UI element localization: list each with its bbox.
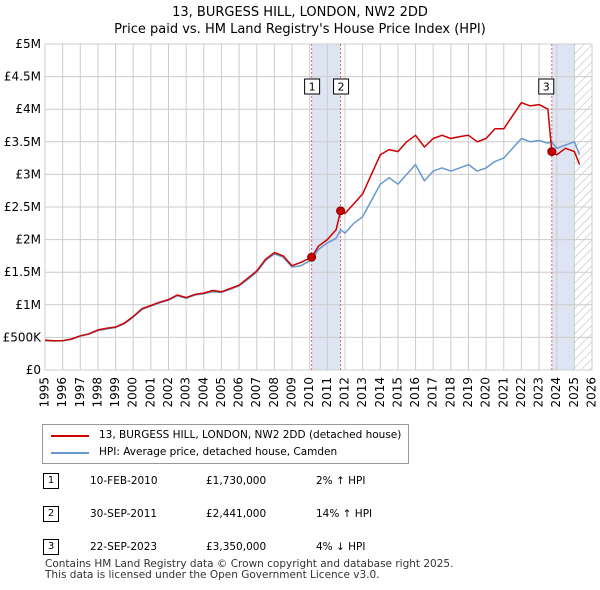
y-tick-label: £4.5M (4, 70, 41, 84)
sale-date: 30-SEP-2011 (90, 508, 158, 520)
chart-title: 13, BURGESS HILL, LONDON, NW2 2DD Price … (0, 4, 600, 38)
x-tick-label: 2013 (355, 377, 369, 408)
x-tick-label: 2000 (126, 377, 140, 408)
x-tick-label: 2002 (161, 377, 175, 408)
sale-point (336, 206, 346, 216)
sale-label-box (304, 78, 321, 95)
x-tick-label: 1998 (90, 377, 104, 408)
x-tick-label: 2017 (426, 377, 440, 408)
x-tick-label: 2024 (549, 377, 563, 408)
sale-number-badge: 2 (43, 506, 59, 522)
sale-hpi-diff: 4% ↓ HPI (316, 541, 366, 553)
x-tick-label: 2014 (373, 377, 387, 408)
chart-canvas: 1 2 3 1995 1996 1997 1998 1999 2000 2001 2002 2003… (3, 37, 599, 408)
y-tick-label: £5M (15, 37, 41, 51)
y-tick-label: £1.5M (4, 265, 41, 279)
x-tick-label: 2007 (249, 377, 263, 408)
legend: 13, BURGESS HILL, LONDON, NW2 2DD (detac… (42, 424, 409, 464)
sale-number-badge: 3 (43, 539, 59, 555)
sale-point (547, 147, 557, 157)
legend-label-property: 13, BURGESS HILL, LONDON, NW2 2DD (detac… (99, 429, 402, 441)
sale-label-text: 2 (338, 81, 345, 94)
footer-copyright: Contains HM Land Registry data © Crown c… (45, 558, 454, 570)
x-tick-label: 1999 (108, 377, 122, 408)
x-tick-label: 2020 (479, 377, 493, 408)
sale-point (307, 252, 317, 262)
y-tick-label: £3.5M (4, 135, 41, 149)
legend-label-hpi: HPI: Average price, detached house, Camd… (99, 446, 338, 458)
y-tick-label: £500K (3, 330, 43, 344)
sale-row: 3 22-SEP-2023 £3,350,000 4% ↓ HPI (0, 537, 600, 557)
x-tick-label: 2011 (320, 377, 334, 408)
x-tick-label: 2015 (390, 377, 404, 408)
y-tick-label: £4M (15, 102, 41, 116)
x-tick-label: 2008 (267, 377, 281, 408)
x-tick-label: 2004 (196, 377, 210, 408)
y-tick-label: £1M (15, 298, 41, 312)
x-tick-label: 2009 (285, 377, 299, 408)
x-tick-label: 2023 (532, 377, 546, 408)
sale-row: 2 30-SEP-2011 £2,441,000 14% ↑ HPI (0, 504, 600, 524)
x-tick-label: 2021 (496, 377, 510, 408)
y-tick-label: £0 (26, 363, 41, 377)
x-tick-label: 2001 (143, 377, 157, 408)
x-tick-label: 2018 (443, 377, 457, 408)
x-tick-label: 2022 (514, 377, 528, 408)
sale-label-box (333, 78, 350, 95)
grid (44, 43, 593, 371)
sale-price: £3,350,000 (206, 541, 267, 553)
sale-date: 10-FEB-2010 (90, 475, 158, 487)
x-tick-label: 2005 (214, 377, 228, 408)
sale-row: 1 10-FEB-2010 £1,730,000 2% ↑ HPI (0, 471, 600, 491)
y-tick-label: £2M (15, 233, 41, 247)
sale-label-box (538, 78, 555, 95)
sale-price: £2,441,000 (206, 508, 267, 520)
x-tick-label: 2026 (585, 377, 599, 408)
sale-price: £1,730,000 (206, 475, 267, 487)
legend-swatch-blue (51, 451, 89, 454)
x-tick-label: 2006 (232, 377, 246, 408)
x-tick-label: 2019 (461, 377, 475, 408)
x-tick-label: 2016 (408, 377, 422, 408)
sale-label-text: 1 (309, 81, 316, 94)
x-tick-label: 2025 (567, 377, 581, 408)
legend-swatch-red (51, 434, 89, 437)
sale-date: 22-SEP-2023 (90, 541, 158, 553)
sale-markers: 1 2 3 (304, 78, 557, 262)
footer-licence: This data is licensed under the Open Gov… (45, 569, 380, 581)
x-tick-label: 2012 (337, 377, 351, 408)
footer: Contains HM Land Registry data © Crown c… (45, 559, 453, 581)
x-tick-label: 1995 (38, 377, 52, 408)
sale-number-badge: 1 (43, 473, 59, 489)
x-tick-label: 1997 (73, 377, 87, 408)
legend-item-property: 13, BURGESS HILL, LONDON, NW2 2DD (detac… (51, 427, 401, 444)
x-tick-label: 2010 (302, 377, 316, 408)
title-line-2: Price paid vs. HM Land Registry's House … (114, 22, 486, 37)
title-line-1: 13, BURGESS HILL, LONDON, NW2 2DD (172, 5, 428, 20)
y-tick-label: £3M (15, 167, 41, 181)
sale-hpi-diff: 2% ↑ HPI (316, 475, 366, 487)
axis-ticks: 1995 1996 1997 1998 1999 2000 2001 2002 2003 2004… (3, 37, 599, 408)
legend-item-hpi: HPI: Average price, detached house, Camd… (51, 444, 337, 461)
y-tick-label: £2.5M (4, 200, 41, 214)
x-tick-label: 1996 (55, 377, 69, 408)
sale-label-text: 3 (543, 81, 550, 94)
sale-hpi-diff: 14% ↑ HPI (316, 508, 373, 520)
series-lines (44, 101, 581, 342)
x-tick-label: 2003 (179, 377, 193, 408)
property-price-line (44, 101, 581, 342)
